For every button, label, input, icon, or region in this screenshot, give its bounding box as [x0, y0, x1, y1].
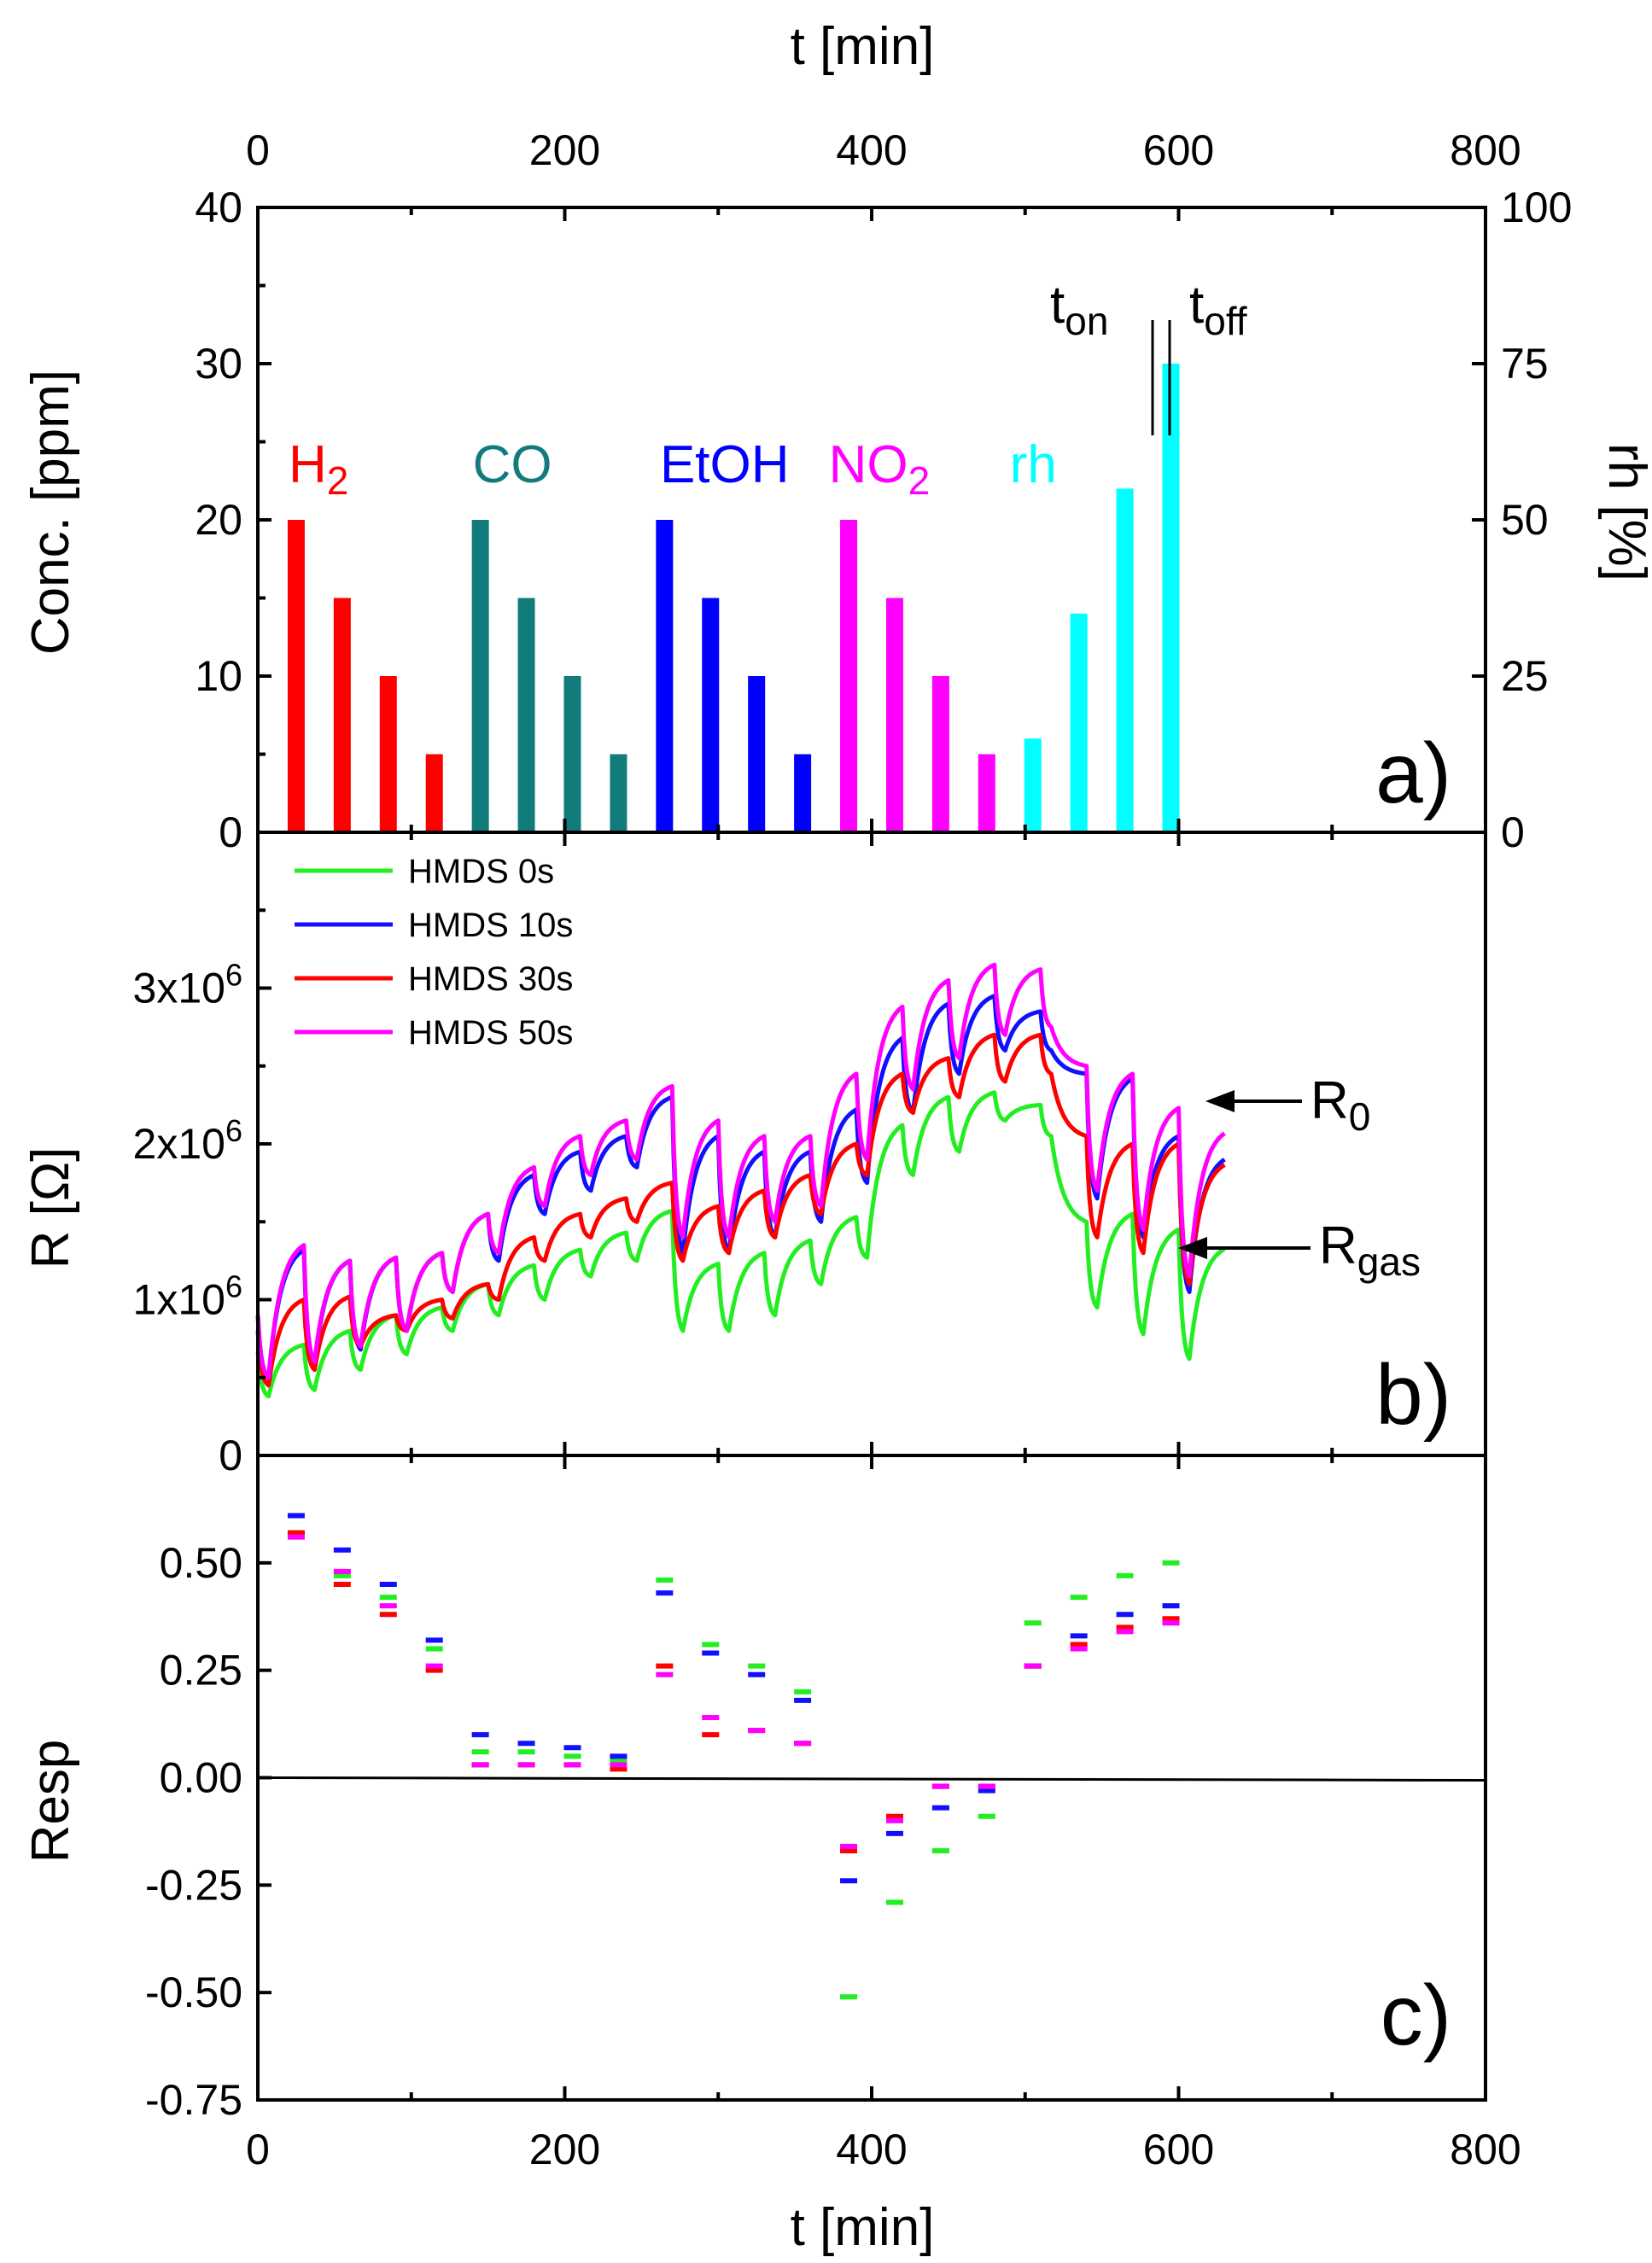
zero-line [257, 1776, 1486, 1782]
top-x-tick-label: 0 [246, 126, 270, 174]
panel-c: 0.50 0.25 0.00 -0.25 -0.50 -0.750 200 400 600 800… [21, 1454, 1521, 2257]
bar-co-20 [471, 520, 489, 832]
panel-frame [256, 206, 1487, 834]
top-axis-label: t [min] [791, 17, 935, 76]
y-tick-label: 0 [219, 808, 242, 856]
x-tick-label: 200 [529, 2126, 600, 2173]
bar-rh-30 [1162, 364, 1180, 832]
legend-label: HMDS 0s [408, 853, 554, 890]
panel-b-lines [255, 962, 1226, 1399]
x-tick-label: 400 [836, 2126, 907, 2173]
y-tick-label: 30 [195, 340, 242, 388]
y-tick-label: 0.25 [160, 1647, 242, 1694]
panel-a-y2label: rh [%] [1597, 443, 1652, 581]
y-tick-label: -0.25 [145, 1861, 242, 1909]
bar-h2-10 [379, 676, 397, 832]
bar-etoh-5 [794, 754, 812, 832]
panel-a-tag: a) [1375, 726, 1451, 821]
x-tick-label: 0 [246, 2126, 270, 2173]
panel-b-ylabel: R [Ω] [21, 1147, 80, 1269]
bar-h2-5 [425, 754, 443, 832]
bar-co-5 [610, 754, 628, 832]
panel-b-tag: b) [1375, 1347, 1451, 1443]
y2-tick-label: 100 [1501, 184, 1572, 231]
bar-co-15 [517, 598, 535, 832]
gas-label-etoh: EtOH [660, 435, 790, 494]
gas-label-no2: NO2 [829, 435, 931, 503]
y-tick-label: 20 [195, 496, 242, 544]
y-tick-label: 3x106 [133, 958, 242, 1012]
y-tick-label: -0.50 [145, 1968, 242, 2016]
top-x-tick-label: 400 [836, 126, 907, 174]
y-tick-label: 40 [195, 184, 242, 231]
y-tick-label: 0.50 [160, 1539, 242, 1587]
panel-b: 0 1x106 2x106 3x106 HMDS 0s HMDS 10s HMDS 30s… [21, 831, 1487, 1479]
bar-etoh-20 [656, 520, 674, 832]
top-x-tick-label: 600 [1143, 126, 1214, 174]
legend-label: HMDS 30s [408, 960, 573, 998]
t-on-annotation: ton [1050, 276, 1108, 343]
y2-tick-label: 25 [1501, 652, 1549, 700]
y-tick-label: -0.75 [145, 2076, 242, 2124]
r0-annotation: R0 [1205, 1071, 1370, 1139]
panel-c-tag: c) [1381, 1968, 1451, 2063]
panel-a-ylabel: Conc. [ppm] [21, 370, 80, 655]
x-tick-label: 800 [1450, 2126, 1521, 2173]
bottom-axis-label: t [min] [791, 2198, 935, 2257]
bar-co-10 [563, 676, 581, 832]
legend-label: HMDS 50s [408, 1014, 573, 1052]
gas-label-co: CO [473, 435, 552, 494]
panel-a-gas-labels: H2 CO EtOH NO2 rh [289, 435, 1057, 503]
y-tick-label: 10 [195, 652, 242, 700]
bar-no2-15 [885, 598, 903, 832]
bar-no2-10 [931, 676, 949, 832]
panel-c-ylabel: Resp [21, 1740, 80, 1863]
panel-c-axes: 0.50 0.25 0.00 -0.25 -0.50 -0.750 200 400 600 800 [145, 1454, 1521, 2173]
rgas-annotation: Rgas [1178, 1216, 1421, 1284]
panel-a: H2 CO EtOH NO2 rh 0 200 400 600 8000102030400255… [21, 126, 1652, 856]
legend-label: HMDS 10s [408, 907, 573, 944]
y-tick-label: 1x106 [133, 1269, 242, 1324]
bar-rh-14 [1070, 613, 1088, 832]
panel-c-markers [287, 1513, 1180, 2000]
top-x-tick-label: 200 [529, 126, 600, 174]
y2-tick-label: 75 [1501, 340, 1549, 388]
bar-no2-20 [840, 520, 858, 832]
line-hmds-0s [255, 1090, 1226, 1399]
line-hmds-30s [255, 1032, 1226, 1388]
svg-text:toff: toff [1189, 276, 1247, 343]
svg-text:Rgas: Rgas [1319, 1216, 1421, 1284]
gas-label-rh: rh [1010, 435, 1057, 494]
bar-rh-6 [1024, 738, 1042, 832]
bar-h2-15 [333, 598, 351, 832]
legend: HMDS 0s HMDS 10s HMDS 30s HMDS 50s [295, 853, 573, 1052]
y2-tick-label: 50 [1501, 496, 1549, 544]
line-hmds-50s [255, 962, 1226, 1380]
top-x-tick-label: 800 [1450, 126, 1521, 174]
panel-a-bars [287, 364, 1180, 832]
bar-h2-20 [287, 520, 305, 832]
y-tick-label: 0 [219, 1432, 242, 1479]
bar-etoh-10 [748, 676, 766, 832]
svg-text:R0: R0 [1311, 1071, 1370, 1139]
gas-label-h2: H2 [289, 435, 348, 503]
bar-rh-22 [1116, 488, 1134, 832]
bar-etoh-15 [702, 598, 720, 832]
y-tick-label: 0.00 [160, 1754, 242, 1802]
x-tick-label: 600 [1143, 2126, 1214, 2173]
t-off-annotation: toff [1189, 276, 1247, 343]
y-tick-label: 2x106 [133, 1113, 242, 1168]
bar-no2-5 [978, 754, 995, 832]
svg-text:ton: ton [1050, 276, 1108, 343]
y2-tick-label: 0 [1501, 808, 1525, 856]
